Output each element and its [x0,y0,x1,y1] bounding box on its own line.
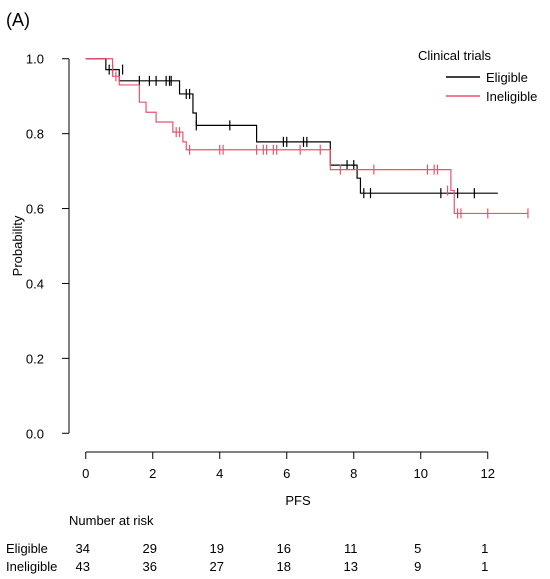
legend-items: Eligible Ineligible [446,70,537,104]
x-tick-label: 4 [216,466,223,481]
y-tick-label: 0.8 [26,127,44,142]
x-tick-label: 10 [414,466,428,481]
risk-count: 27 [210,559,224,574]
risk-count: 11 [344,541,358,556]
risk-count: 9 [414,559,421,574]
y-tick-label: 0.2 [26,351,44,366]
y-tick-label: 0.6 [26,202,44,217]
y-tick-label: 0.0 [26,426,44,441]
legend: Clinical trials Eligible Ineligible [418,48,537,104]
risk-count: 13 [344,559,358,574]
series-layer [85,58,529,219]
risk-count: 1 [481,541,488,556]
risk-count: 29 [143,541,157,556]
risk-count: 1 [481,559,488,574]
legend-label: Eligible [486,70,528,85]
legend-label: Ineligible [486,89,537,104]
x-tick-label: 6 [283,466,290,481]
x-tick-label: 2 [149,466,156,481]
risk-table-title: Number at risk [69,513,154,528]
series-ineligible [85,58,529,219]
x-axis-label: PFS [285,493,311,508]
legend-title: Clinical trials [418,48,491,63]
y-tick-label: 1.0 [26,52,44,67]
y-ticks: 0.0 0.2 0.4 0.6 0.8 1.0 [26,52,69,441]
y-tick-label: 0.4 [26,276,44,291]
risk-table: Number at risk Eligible 34 29 19 16 11 5 1Ineli… [6,513,488,574]
risk-row-label: Ineligible [6,559,57,574]
risk-count: 36 [143,559,157,574]
risk-count: 5 [414,541,421,556]
y-axis-label: Probability [10,215,25,276]
risk-count: 16 [277,541,291,556]
axes: 0.0 0.2 0.4 0.6 0.8 1.0 0 2 4 6 8 10 12 [26,52,495,481]
x-ticks: 0 2 4 6 8 10 12 [82,452,495,481]
survival-curve [85,58,498,194]
x-tick-label: 0 [82,466,89,481]
survival-curve [85,58,528,215]
risk-count: 34 [76,541,90,556]
risk-count: 18 [277,559,291,574]
risk-row-label: Eligible [6,541,48,556]
x-tick-label: 8 [350,466,357,481]
risk-count: 19 [210,541,224,556]
risk-count: 43 [76,559,90,574]
panel-label: (A) [6,10,30,30]
series-eligible [85,58,498,199]
x-tick-label: 12 [481,466,495,481]
